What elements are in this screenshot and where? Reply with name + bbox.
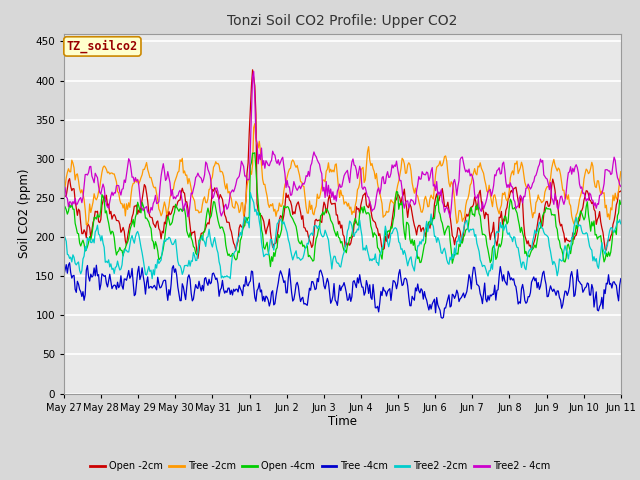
Text: TZ_soilco2: TZ_soilco2 bbox=[67, 40, 138, 53]
Legend: Open -2cm, Tree -2cm, Open -4cm, Tree -4cm, Tree2 -2cm, Tree2 - 4cm: Open -2cm, Tree -2cm, Open -4cm, Tree -4… bbox=[86, 457, 554, 475]
Title: Tonzi Soil CO2 Profile: Upper CO2: Tonzi Soil CO2 Profile: Upper CO2 bbox=[227, 14, 458, 28]
X-axis label: Time: Time bbox=[328, 415, 357, 429]
Y-axis label: Soil CO2 (ppm): Soil CO2 (ppm) bbox=[18, 169, 31, 258]
